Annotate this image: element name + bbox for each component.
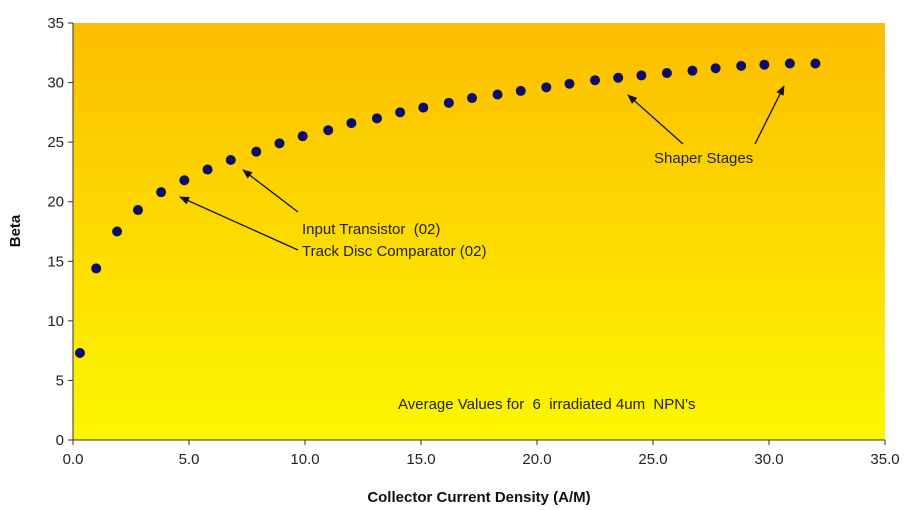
data-point	[515, 85, 526, 96]
y-axis-title: Beta	[7, 214, 24, 247]
annotation-shaper-stages: Shaper Stages	[654, 150, 753, 167]
data-point	[251, 146, 262, 157]
y-tick-label: 20	[47, 194, 64, 211]
data-point	[759, 59, 770, 70]
data-point	[736, 60, 747, 71]
data-point	[443, 97, 454, 108]
data-point	[225, 155, 236, 166]
annotation-input-transistor: Input Transistor (02)	[302, 221, 440, 238]
x-axis-ticks: 0.0 5.0 10.0 15.0 20.0 25.0 30.0 35.0	[63, 440, 900, 468]
data-point	[74, 348, 85, 359]
data-point	[613, 72, 624, 83]
data-point	[418, 102, 429, 113]
y-tick-label: 25	[47, 134, 64, 151]
y-tick-label: 5	[56, 372, 64, 389]
data-point	[112, 226, 123, 237]
x-tick-label: 30.0	[754, 451, 783, 468]
y-tick-label: 0	[56, 432, 64, 449]
y-tick-label: 35	[47, 15, 64, 32]
data-point	[541, 82, 552, 93]
data-point	[564, 78, 575, 89]
data-point	[492, 89, 503, 100]
data-point	[297, 131, 308, 142]
data-point	[467, 93, 478, 104]
arrow-input-transistor	[242, 169, 299, 213]
data-point	[156, 187, 167, 198]
x-tick-label: 10.0	[290, 451, 319, 468]
data-point	[274, 138, 285, 149]
x-axis-title: Collector Current Density (A/M)	[367, 489, 590, 506]
x-tick-label: 35.0	[870, 451, 899, 468]
data-point	[346, 118, 357, 129]
arrow-shaper-left	[627, 94, 684, 145]
x-tick-label: 15.0	[406, 451, 435, 468]
y-tick-label: 10	[47, 313, 64, 330]
plot-area-background	[73, 23, 885, 440]
data-point	[710, 63, 721, 74]
data-point	[395, 107, 406, 118]
data-point	[323, 125, 334, 136]
data-point	[91, 263, 102, 274]
data-point	[687, 65, 698, 76]
y-tick-label: 30	[47, 75, 64, 92]
x-tick-label: 25.0	[638, 451, 667, 468]
annotation-track-disc-comparator: Track Disc Comparator (02)	[302, 243, 486, 260]
data-point	[590, 75, 600, 86]
x-tick-label: 0.0	[63, 451, 84, 468]
data-point	[132, 205, 143, 216]
arrow-shaper-right	[754, 85, 785, 145]
data-point	[784, 58, 795, 69]
x-tick-label: 20.0	[522, 451, 551, 468]
y-axis-ticks: 0 5 10 15 20 25 30 35	[47, 15, 73, 449]
y-tick-label: 15	[47, 253, 64, 270]
data-point	[661, 68, 672, 79]
data-point	[202, 164, 213, 175]
data-point	[636, 70, 647, 81]
data-point	[810, 58, 821, 69]
data-point	[371, 113, 382, 124]
data-point	[179, 175, 190, 186]
x-tick-label: 5.0	[179, 451, 200, 468]
data-points	[74, 58, 821, 359]
arrow-track-disc	[179, 196, 299, 251]
annotation-average-values: Average Values for 6 irradiated 4um NPN'…	[398, 396, 695, 413]
